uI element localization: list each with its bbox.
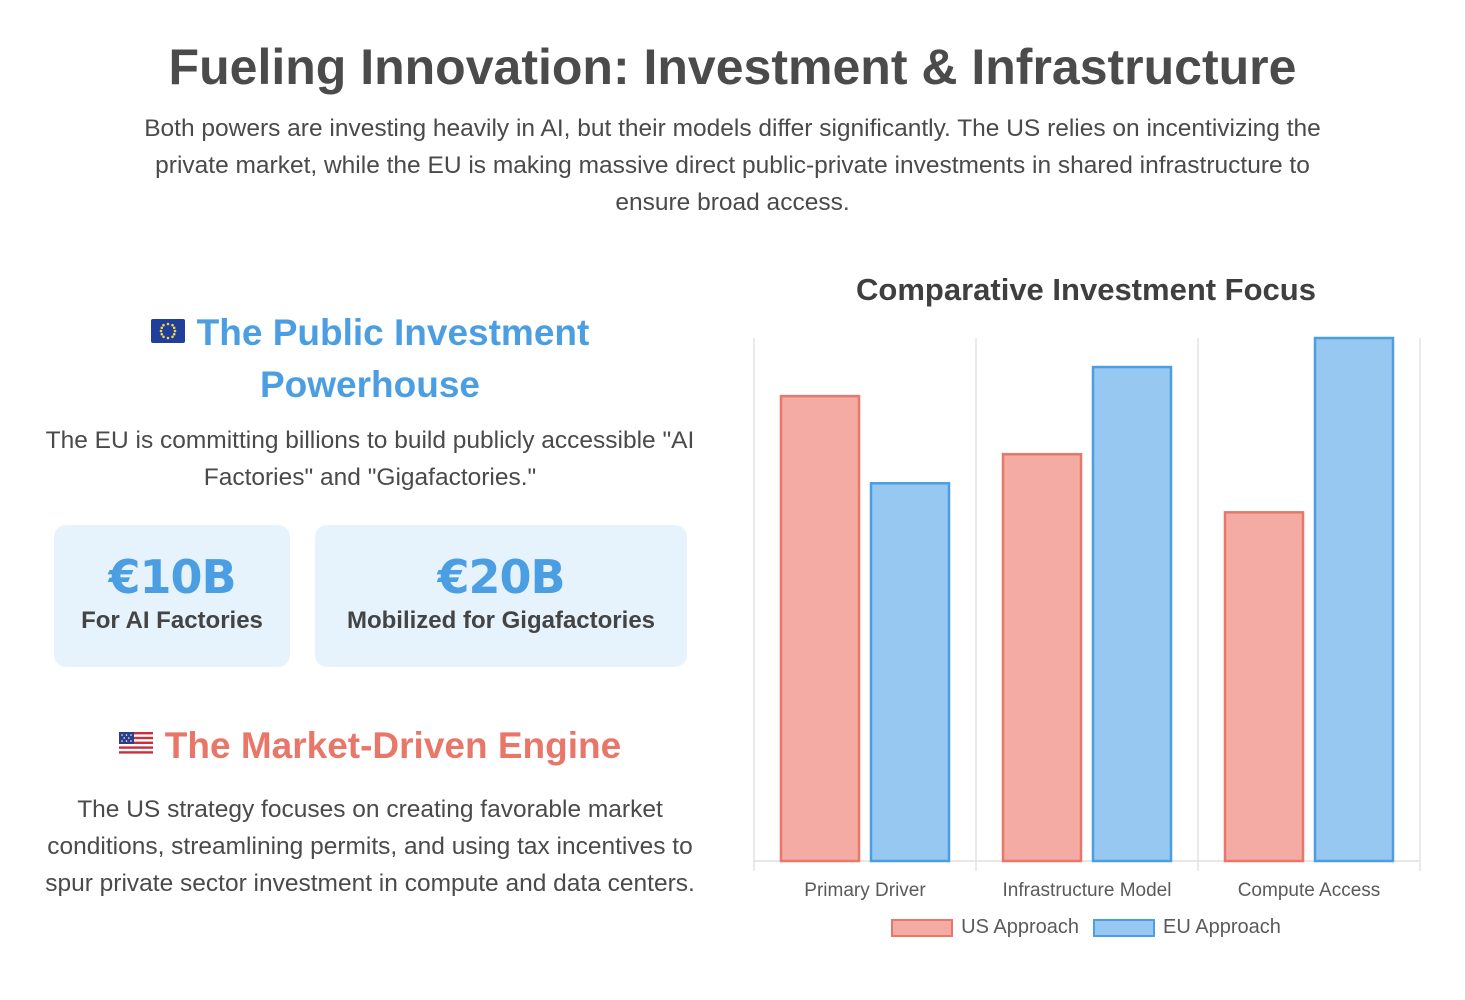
eu-flag-icon [150, 306, 185, 356]
us-section-heading: The Market-Driven Engine [30, 721, 710, 773]
legend-item-us[interactable]: US Approach [891, 916, 1079, 939]
eu-heading-text: The Public Investment Powerhouse [196, 312, 590, 406]
left-column: The Public Investment Powerhouse The EU … [30, 308, 710, 902]
legend-label-us: US Approach [961, 916, 1079, 938]
stat-label: Mobilized for Gigafactories [346, 607, 656, 635]
legend-item-eu[interactable]: EU Approach [1093, 916, 1281, 939]
chart-title: Comparative Investment Focus [856, 272, 1316, 307]
chart-legend: US Approach EU Approach [740, 916, 1432, 939]
us-section: The Market-Driven Engine The US strategy… [30, 721, 710, 902]
x-tick-label: Compute Access [1238, 880, 1381, 901]
legend-swatch-eu [1093, 918, 1155, 937]
us-flag-icon [118, 719, 153, 769]
stat-card-ai-factories: €10B For AI Factories [54, 525, 290, 668]
bar-eu-1 [1091, 365, 1173, 863]
legend-label-eu: EU Approach [1163, 916, 1281, 938]
stat-value: €20B [437, 550, 565, 605]
stat-label: For AI Factories [81, 607, 263, 635]
x-tick-label: Primary Driver [804, 880, 926, 901]
legend-swatch-us [891, 918, 954, 937]
bar-chart: Primary Driver Infrastructure Model Comput… [753, 336, 1421, 901]
stat-card-gigafactories: €20B Mobilized for Gigafactories [315, 525, 687, 668]
bar-eu-2 [1313, 336, 1395, 863]
x-tick-label: Infrastructure Model [1003, 880, 1172, 901]
bar-us-0 [779, 394, 861, 863]
bar-us-2 [1223, 511, 1305, 863]
eu-section-text: The EU is committing billions to build p… [45, 427, 695, 492]
stat-value: €10B [108, 550, 236, 605]
page-intro: Both powers are investing heavily in AI,… [144, 115, 1321, 216]
us-section-text: The US strategy focuses on creating favo… [45, 796, 695, 898]
eu-section-heading: The Public Investment Powerhouse [30, 308, 710, 410]
us-heading-text: The Market-Driven Engine [164, 725, 622, 767]
eu-stat-row: €10B For AI Factories €20B Mobilized for… [30, 525, 710, 668]
bar-us-1 [1001, 452, 1083, 863]
page-title: Fueling Innovation: Investment & Infrast… [168, 39, 1297, 95]
bar-eu-0 [869, 482, 951, 863]
